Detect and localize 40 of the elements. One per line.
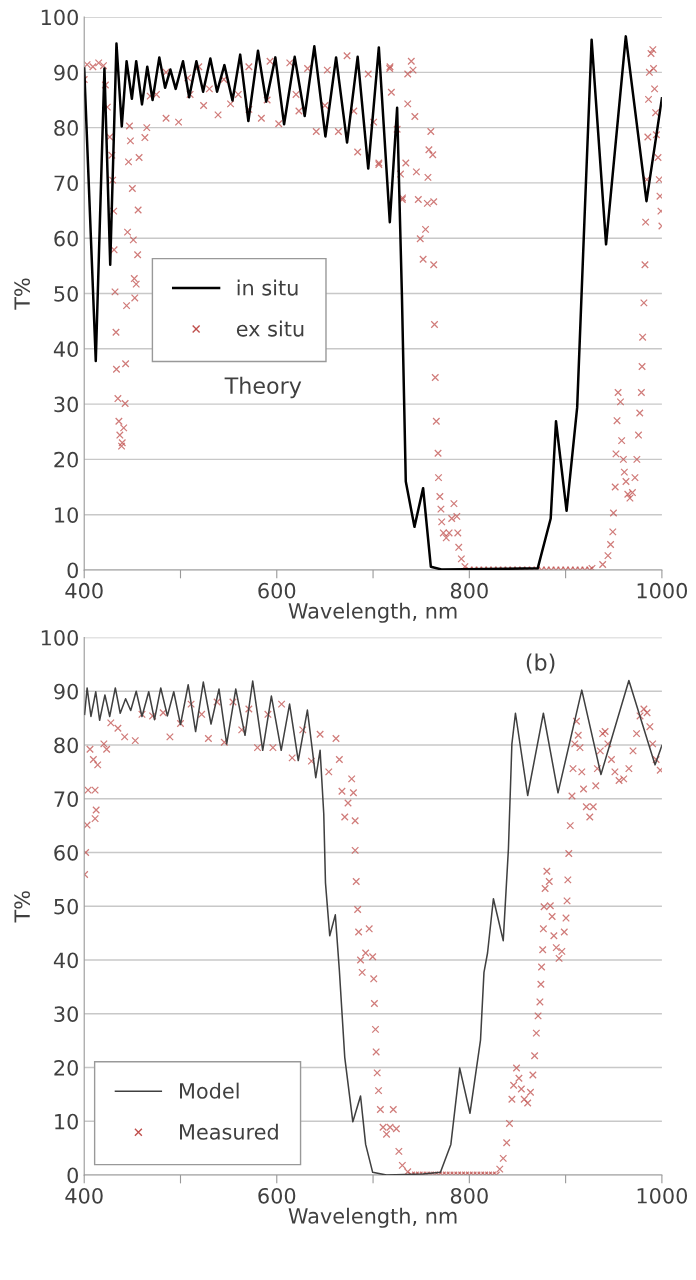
y-tick-label: 30 <box>54 396 78 413</box>
y-tick-label: 10 <box>55 1113 78 1130</box>
y-tick-label: 20 <box>54 1059 78 1076</box>
y-tick-label: 60 <box>54 230 78 247</box>
y-tick-label: 0 <box>67 1167 78 1184</box>
y-tick-label: 0 <box>67 562 78 579</box>
y-tick-label: 60 <box>54 844 78 861</box>
x-tick-label: 800 <box>450 582 488 599</box>
y-tick-label: 10 <box>55 507 78 523</box>
y-tick-label: 80 <box>54 120 78 136</box>
y-tick-label: 70 <box>54 175 78 192</box>
x-tick-label: 1000 <box>637 1187 688 1204</box>
annotation: Theory <box>224 376 302 399</box>
y-tick-label: 40 <box>53 341 78 358</box>
y-tick-label: 90 <box>54 683 78 700</box>
legend-label: Measured <box>180 1123 278 1140</box>
x-tick-label: 400 <box>65 582 103 599</box>
legend-label: Model <box>180 1082 239 1099</box>
x-tick-label: 1000 <box>637 582 688 599</box>
y-tick-label: 20 <box>54 451 78 468</box>
y-axis-title: T% <box>14 891 30 923</box>
y-tick-label: 40 <box>53 952 78 969</box>
y-tick-label: 100 <box>41 629 78 646</box>
y-axis-title: T% <box>14 278 30 310</box>
x-tick-label: 600 <box>258 582 296 599</box>
legend-label: ex situ <box>236 320 304 337</box>
y-tick-label: 70 <box>54 791 78 807</box>
x-axis-title: Wavelength, nm <box>288 602 457 623</box>
annotation: (b) <box>526 653 555 674</box>
y-tick-label: 80 <box>54 737 78 754</box>
legend-label: in situ <box>237 279 298 296</box>
y-tick-label: 30 <box>54 1006 78 1022</box>
x-tick-label: 600 <box>258 1187 296 1204</box>
x-tick-label: 800 <box>450 1187 488 1204</box>
x-axis-title: Wavelength, nm <box>288 1207 457 1228</box>
y-tick-label: 50 <box>54 898 78 915</box>
y-tick-label: 100 <box>41 9 78 26</box>
y-tick-label: 90 <box>54 64 78 81</box>
y-tick-label: 50 <box>54 285 78 302</box>
x-tick-label: 400 <box>65 1187 103 1204</box>
